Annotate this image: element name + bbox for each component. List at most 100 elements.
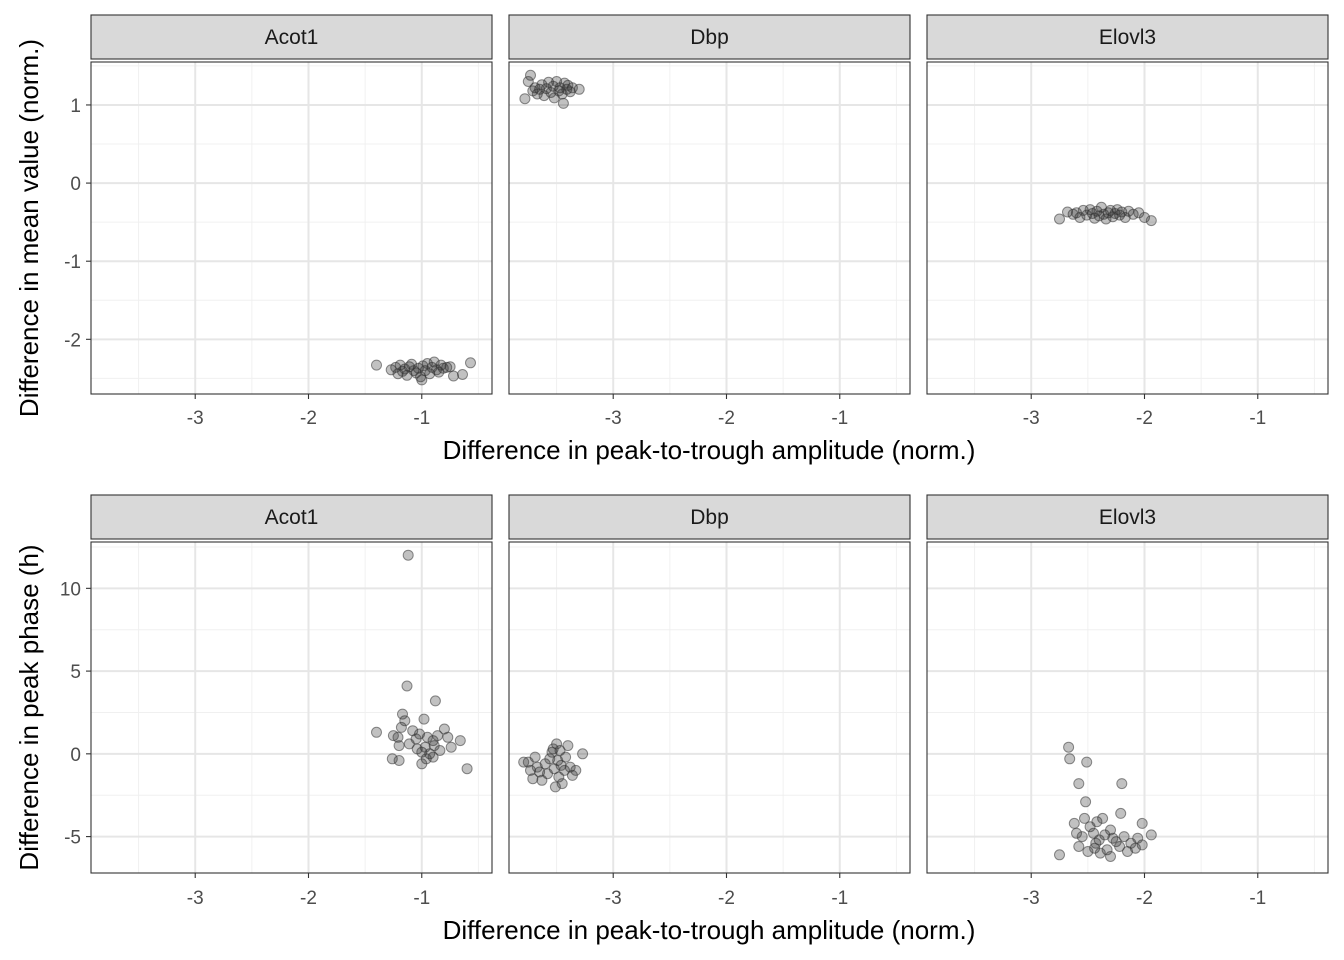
plot-background: [927, 542, 1328, 873]
scatter-point: [525, 69, 536, 81]
facet-strip: [90, 494, 493, 540]
scatter-point: [420, 753, 432, 765]
facet-panel-acot1: Acot1 -3 -2 -1 -5 0 5 10: [60, 494, 493, 909]
scatter-point: [1079, 812, 1090, 824]
facet-strip-label: Dbp: [690, 26, 729, 49]
x-tick-label: -2: [300, 888, 317, 909]
scatter-point: [1073, 841, 1085, 852]
facet-strip-label: Elovl3: [1099, 506, 1156, 529]
scatter-point: [570, 764, 582, 776]
y-tick-label: 5: [70, 662, 81, 683]
scatter-point: [1136, 839, 1148, 851]
y-tick-label: 0: [70, 745, 81, 766]
y-tick-label: 10: [60, 579, 81, 600]
x-tick-label: -1: [413, 888, 430, 909]
scatter-point: [393, 740, 405, 752]
scatter-point: [1094, 847, 1106, 859]
scatter-point: [566, 82, 578, 94]
plot-background: [509, 542, 910, 873]
scatter-point: [403, 738, 415, 750]
scatter-point: [525, 764, 536, 776]
scatter-point: [395, 721, 407, 733]
scatter-point: [527, 773, 539, 785]
y-axis-title: Difference in peak phase (h): [14, 544, 44, 870]
y-tick-label: -5: [64, 828, 81, 849]
scatter-point: [371, 726, 382, 738]
plot-background: [91, 542, 492, 873]
scatter-point: [1081, 756, 1093, 768]
plot-background: [509, 62, 910, 394]
scatter-point: [573, 83, 585, 95]
plot-background: [927, 62, 1328, 394]
chart-row-1: Acot1 -3 -2 -1 -2 -1 0 1 Dbp -3 -2 -1 Elovl3 -3 -2 -1 Di…: [14, 14, 1329, 465]
panel-border: [90, 61, 493, 395]
y-tick-label: -1: [64, 252, 81, 273]
scatter-point: [386, 753, 398, 765]
panel-border: [926, 61, 1329, 395]
scatter-point: [1129, 842, 1141, 854]
x-axis-title: Difference in peak-to-trough amplitude (…: [443, 915, 976, 945]
scatter-point: [371, 359, 382, 371]
y-axis-title: Difference in mean value (norm.): [14, 39, 44, 417]
y-tick-label: 1: [70, 96, 81, 117]
scatter-point: [427, 751, 439, 763]
x-tick-label: -1: [1249, 888, 1266, 909]
y-tick-label: 0: [70, 174, 81, 195]
scatter-point: [393, 755, 405, 766]
scatter-point: [1080, 796, 1092, 808]
x-tick-label: -3: [1023, 408, 1040, 429]
facet-strip: [508, 14, 911, 60]
panel-border: [508, 541, 911, 874]
scatter-point: [560, 751, 572, 763]
facet-strip-label: Acot1: [265, 26, 319, 49]
facet-panel-elovl3: Elovl3 -3 -2 -1: [926, 494, 1329, 909]
scatter-point: [1062, 206, 1073, 218]
scatter-point: [551, 738, 563, 750]
plot-background: [91, 62, 492, 394]
scatter-point: [1068, 817, 1080, 829]
scatter-point: [577, 748, 589, 760]
scatter-point: [1090, 837, 1102, 849]
x-tick-label: -2: [1136, 888, 1153, 909]
scatter-point: [1076, 831, 1088, 843]
scatter-point: [1100, 213, 1112, 225]
scatter-point: [448, 370, 459, 382]
scatter-point: [434, 745, 446, 756]
x-tick-label: -2: [1136, 408, 1153, 429]
x-tick-label: -2: [718, 408, 735, 429]
scatter-point: [397, 708, 408, 720]
scatter-point: [1145, 215, 1157, 227]
panel-border: [90, 541, 493, 874]
facet-strip-label: Dbp: [690, 506, 729, 529]
scatter-point: [556, 778, 568, 790]
x-tick-label: -2: [300, 408, 317, 429]
facet-panel-dbp: Dbp -3 -2 -1: [508, 494, 911, 909]
x-tick-label: -3: [605, 888, 622, 909]
x-tick-label: -2: [718, 888, 735, 909]
scatter-point: [1114, 841, 1126, 852]
facet-panel-dbp: Dbp -3 -2 -1: [508, 14, 911, 429]
x-tick-label: -1: [1249, 408, 1266, 429]
x-tick-label: -1: [831, 888, 848, 909]
scatter-point: [1101, 844, 1113, 856]
scatter-point: [399, 715, 411, 727]
scatter-point: [457, 369, 468, 380]
scatter-point: [392, 731, 404, 743]
scatter-point: [522, 76, 534, 87]
scatter-point: [401, 680, 413, 692]
scatter-point: [1119, 212, 1131, 223]
scatter-point: [1073, 778, 1085, 790]
scatter-point: [1115, 807, 1127, 819]
scatter-point: [418, 713, 430, 725]
x-axis-title: Difference in peak-to-trough amplitude (…: [443, 435, 976, 465]
scatter-point: [1097, 812, 1109, 824]
scatter-point: [442, 731, 454, 743]
scatter-point: [465, 357, 476, 369]
scatter-point: [519, 93, 531, 105]
scatter-point: [562, 740, 574, 752]
x-tick-label: -3: [187, 888, 204, 909]
scatter-point: [429, 695, 441, 707]
x-tick-label: -3: [1023, 888, 1040, 909]
facet-strip-label: Elovl3: [1099, 26, 1156, 49]
